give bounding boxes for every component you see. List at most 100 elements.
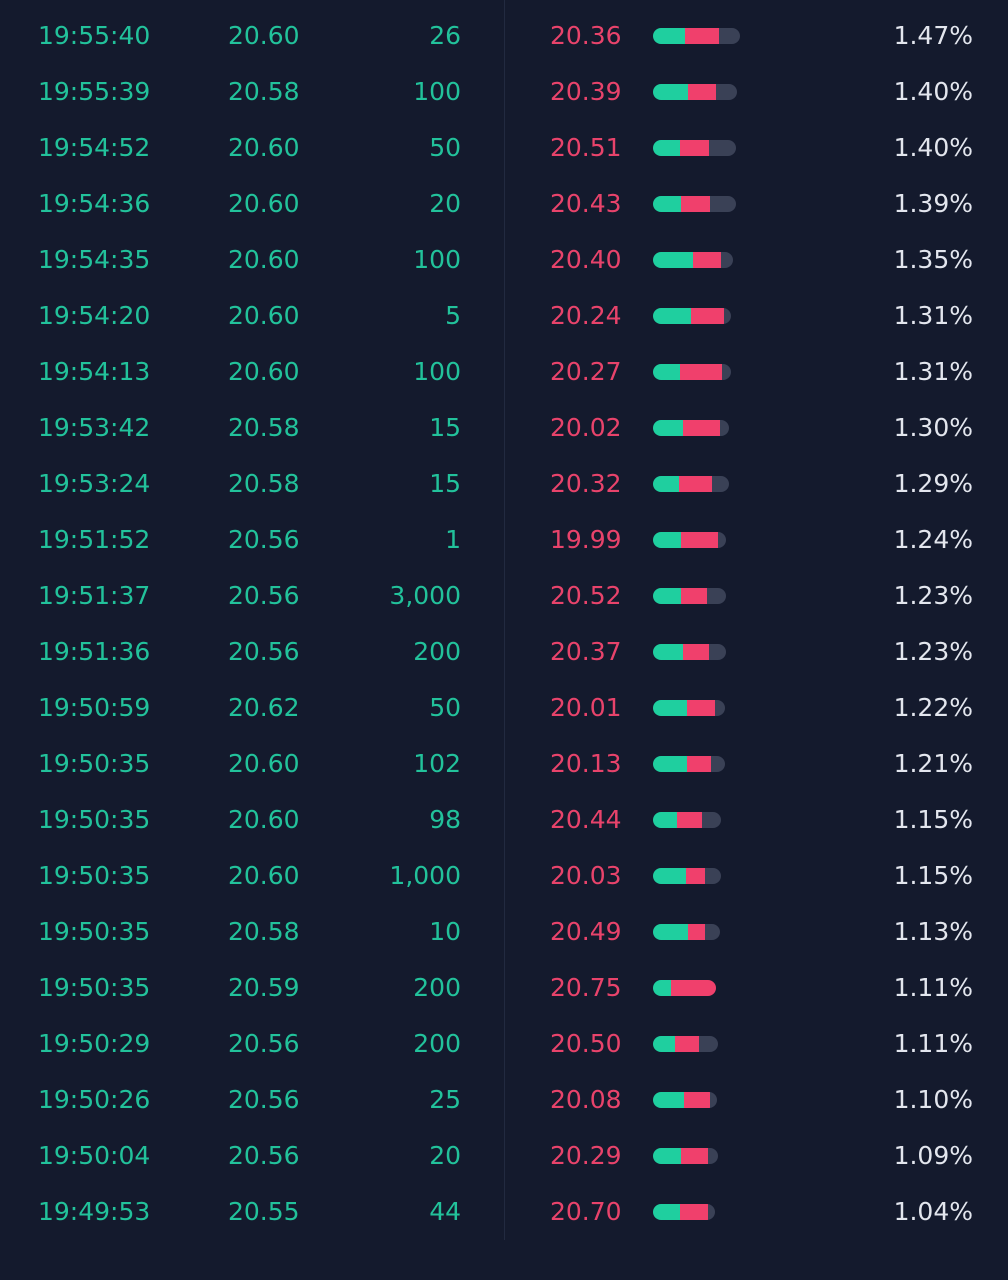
trade-size: 100: [413, 77, 461, 106]
mover-price: 20.52: [550, 581, 622, 610]
buy-segment: [653, 812, 677, 828]
mover-price: 20.36: [550, 21, 622, 50]
buy-segment: [653, 476, 679, 492]
sell-segment: [685, 28, 719, 44]
trade-size: 5: [445, 301, 461, 330]
buy-segment: [653, 644, 683, 660]
rest-segment: [705, 868, 721, 884]
rest-segment: [718, 532, 726, 548]
buy-segment: [653, 924, 688, 940]
trade-size: 15: [429, 413, 461, 442]
sell-segment: [684, 1092, 710, 1108]
trade-price: 20.58: [228, 917, 300, 946]
mover-price: 20.51: [550, 133, 622, 162]
mover-price: 20.49: [550, 917, 622, 946]
mover-price: 20.13: [550, 749, 622, 778]
buy-segment: [653, 420, 683, 436]
trade-time: 19:55:39: [38, 77, 151, 106]
trade-price: 20.58: [228, 77, 300, 106]
trade-price: 20.58: [228, 469, 300, 498]
buy-segment: [653, 1148, 681, 1164]
mover-change: 1.15%: [893, 861, 973, 890]
trade-size: 50: [429, 693, 461, 722]
trade-price: 20.60: [228, 245, 300, 274]
mover-change: 1.47%: [893, 21, 973, 50]
trade-size: 102: [413, 749, 461, 778]
buy-segment: [653, 196, 681, 212]
trade-size: 20: [429, 189, 461, 218]
mover-change: 1.23%: [893, 581, 973, 610]
buy-segment: [653, 1092, 684, 1108]
trade-size: 44: [429, 1197, 461, 1226]
buy-segment: [653, 28, 685, 44]
trade-price: 20.58: [228, 413, 300, 442]
trade-time: 19:51:37: [38, 581, 151, 610]
mover-change: 1.09%: [893, 1141, 973, 1170]
trade-size: 200: [413, 637, 461, 666]
mover-change: 1.35%: [893, 245, 973, 274]
mover-price: 20.24: [550, 301, 622, 330]
trade-price: 20.60: [228, 805, 300, 834]
trade-size: 10: [429, 917, 461, 946]
rest-segment: [699, 1036, 718, 1052]
rest-segment: [702, 812, 721, 828]
sell-segment: [691, 308, 724, 324]
trade-price: 20.56: [228, 1141, 300, 1170]
sell-segment: [680, 140, 709, 156]
ratio-bar: [653, 252, 733, 268]
trade-price: 20.60: [228, 861, 300, 890]
ratio-bar: [653, 140, 736, 156]
buy-segment: [653, 1204, 680, 1220]
sell-segment: [683, 420, 720, 436]
mover-price: 20.08: [550, 1085, 622, 1114]
trade-size: 26: [429, 21, 461, 50]
rest-segment: [707, 588, 726, 604]
trade-size: 200: [413, 1029, 461, 1058]
mover-change: 1.30%: [893, 413, 973, 442]
ratio-bar: [653, 756, 725, 772]
sell-segment: [677, 812, 702, 828]
mover-change: 1.23%: [893, 637, 973, 666]
sell-segment: [680, 364, 722, 380]
trade-size: 25: [429, 1085, 461, 1114]
trade-price: 20.55: [228, 1197, 300, 1226]
trade-price: 20.60: [228, 21, 300, 50]
buy-segment: [653, 868, 686, 884]
ratio-bar: [653, 28, 740, 44]
mover-price: 20.40: [550, 245, 622, 274]
ratio-bar: [653, 644, 726, 660]
trade-time: 19:54:36: [38, 189, 151, 218]
rest-segment: [708, 1148, 718, 1164]
trade-time: 19:50:26: [38, 1085, 151, 1114]
buy-segment: [653, 756, 687, 772]
mover-change: 1.40%: [893, 133, 973, 162]
ratio-bar: [653, 196, 736, 212]
sell-segment: [675, 1036, 699, 1052]
mover-price: 20.39: [550, 77, 622, 106]
rest-segment: [710, 1092, 717, 1108]
ratio-bar: [653, 700, 725, 716]
mover-price: 20.44: [550, 805, 622, 834]
sell-segment: [681, 532, 718, 548]
trade-price: 20.59: [228, 973, 300, 1002]
trade-time: 19:54:13: [38, 357, 151, 386]
trade-time: 19:50:35: [38, 749, 151, 778]
mover-price: 20.27: [550, 357, 622, 386]
buy-segment: [653, 140, 680, 156]
sell-segment: [687, 700, 715, 716]
ratio-bar: [653, 308, 731, 324]
buy-segment: [653, 588, 681, 604]
trade-time: 19:53:24: [38, 469, 151, 498]
mover-change: 1.10%: [893, 1085, 973, 1114]
sell-segment: [687, 756, 711, 772]
trade-time: 19:53:42: [38, 413, 151, 442]
ratio-bar: [653, 980, 716, 996]
rest-segment: [709, 140, 736, 156]
mover-change: 1.22%: [893, 693, 973, 722]
rest-segment: [719, 28, 740, 44]
ratio-bar: [653, 588, 726, 604]
trade-price: 20.60: [228, 357, 300, 386]
ratio-bar: [653, 364, 731, 380]
rest-segment: [709, 644, 726, 660]
